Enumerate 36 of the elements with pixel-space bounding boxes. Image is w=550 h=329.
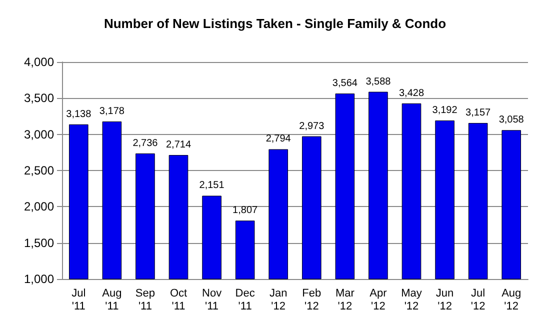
data-label: 3,192	[432, 104, 458, 116]
x-tick-label: Dec '11	[235, 288, 256, 312]
data-label: 3,157	[466, 107, 492, 118]
x-tick-label: May '12	[401, 288, 422, 312]
data-label: 3,058	[498, 114, 524, 126]
y-tick-label: 1,000	[24, 272, 54, 286]
y-tick-label: 1,500	[24, 236, 54, 250]
data-label: 2,794	[266, 134, 292, 145]
data-label: 2,736	[132, 138, 158, 149]
y-tick-label: 4,000	[24, 55, 54, 69]
data-label: 3,588	[366, 76, 392, 88]
y-tick-label: 2,000	[24, 200, 54, 214]
x-tick-label: Mar '12	[335, 288, 355, 312]
x-tick-label: Jan '12	[269, 288, 288, 312]
x-tick-label: Aug '11	[102, 288, 122, 312]
data-label: 1,807	[232, 205, 258, 216]
data-label: 2,151	[199, 180, 225, 192]
data-label: 3,178	[99, 106, 125, 117]
data-label: 3,564	[332, 78, 358, 90]
y-tick-label: 3,000	[24, 127, 54, 142]
x-tick-label: Jul '12	[470, 288, 486, 312]
x-tick-label: Jun '12	[436, 288, 454, 312]
data-label: 2,714	[166, 140, 192, 151]
y-tick-label: 2,500	[24, 164, 54, 178]
data-label: 2,973	[299, 120, 325, 132]
x-tick-label: Sep '11	[135, 288, 156, 312]
data-label: 3,428	[398, 88, 424, 99]
y-tick-label: 3,500	[24, 91, 54, 106]
x-tick-label: Feb '12	[302, 288, 322, 312]
x-tick-label: Aug '12	[502, 288, 522, 312]
x-tick-label: Apr '12	[370, 288, 388, 312]
x-tick-label: Nov '11	[202, 288, 222, 312]
x-tick-label: Oct '11	[170, 288, 188, 312]
data-label: 3,138	[66, 108, 92, 120]
x-tick-label: Jul '11	[72, 288, 86, 312]
chart-title: Number of New Listings Taken - Single Family & Condo	[104, 16, 446, 31]
